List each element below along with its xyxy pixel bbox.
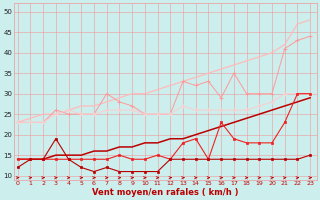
X-axis label: Vent moyen/en rafales ( km/h ): Vent moyen/en rafales ( km/h ) — [92, 188, 238, 197]
